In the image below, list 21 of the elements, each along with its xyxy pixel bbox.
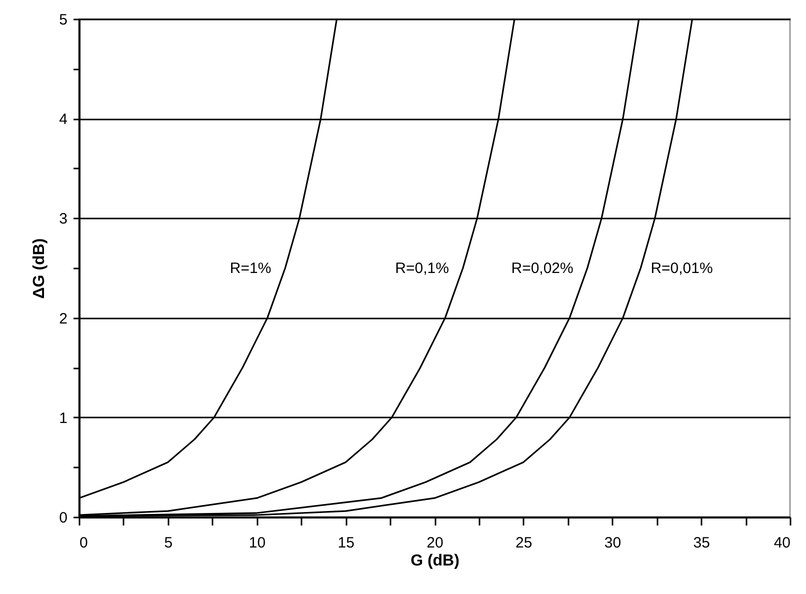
x-tick-label: 40	[774, 534, 790, 552]
series-label: R=1%	[230, 260, 272, 277]
x-tick-label: 25	[516, 534, 532, 552]
x-tick-label: 20	[426, 534, 444, 552]
x-tick-label: 10	[248, 534, 266, 552]
y-tick-label: 4	[59, 111, 68, 128]
series-label: R=0,02%	[511, 260, 574, 277]
y-tick-label: 2	[59, 310, 68, 328]
y-tick-label: 0	[59, 510, 68, 526]
series-label: R=0,01%	[650, 260, 713, 277]
y-tick-label: 1	[59, 410, 68, 427]
x-tick-label: 35	[693, 534, 710, 552]
x-tick-label: 30	[604, 534, 622, 552]
x-axis-title: G (dB)	[410, 552, 460, 570]
y-tick-label: 5	[59, 12, 68, 28]
x-tick-label: 15	[338, 534, 354, 552]
x-tick-label: 5	[164, 534, 173, 552]
y-axis-title: ΔG (dB)	[31, 238, 48, 299]
y-tick-label: 3	[59, 210, 68, 228]
x-tick-label: 0	[80, 534, 88, 552]
series-label: R=0,1%	[395, 260, 449, 277]
